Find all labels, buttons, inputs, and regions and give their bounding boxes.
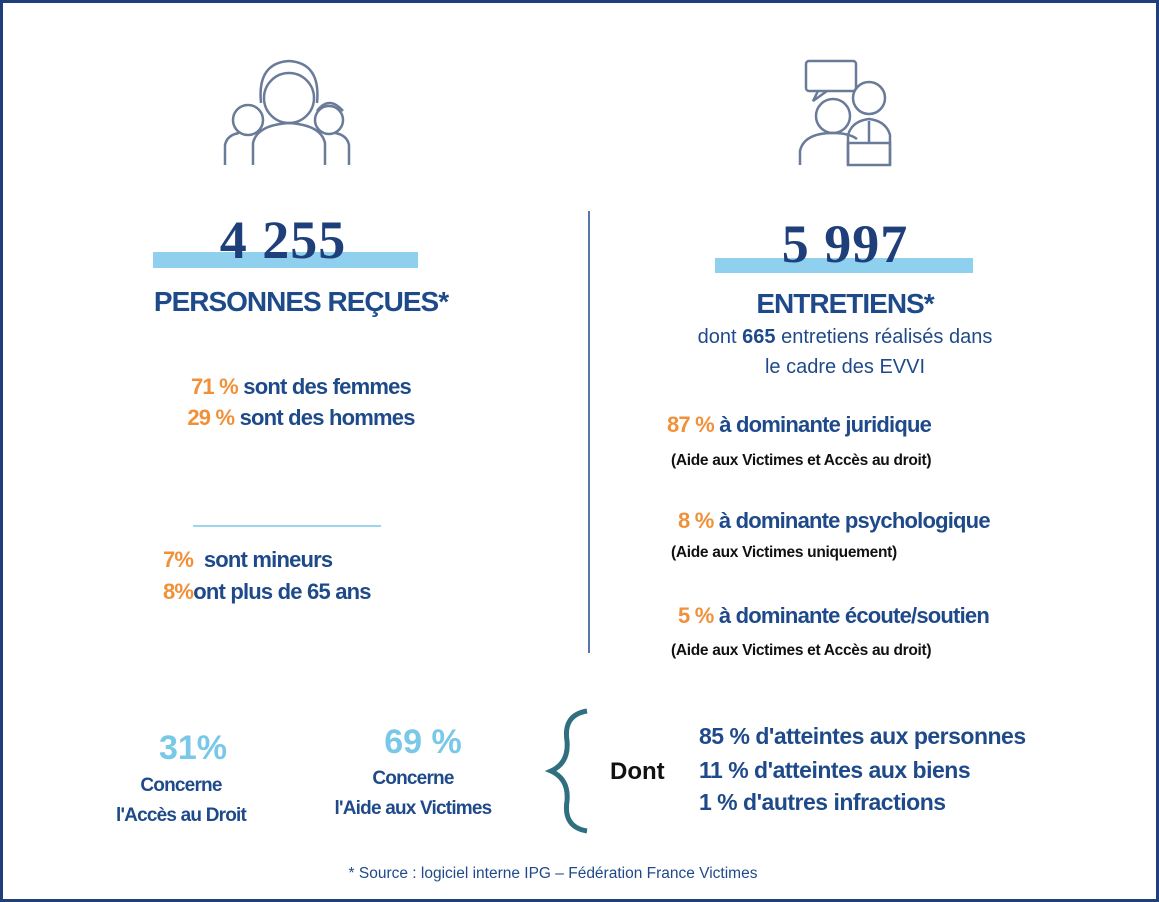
group-line: Concerne	[140, 775, 222, 796]
brace	[544, 708, 588, 834]
detail-line: dont 665 entretiens réalisés dans	[698, 326, 993, 349]
highlight-bar	[153, 252, 418, 268]
people-count: 4 255	[219, 210, 347, 270]
stat-line: 8%ont plus de 65 ans	[163, 579, 372, 605]
highlight-bar	[715, 258, 973, 273]
group-line: l'Accès au Droit	[115, 805, 247, 826]
group-pct: 69 %	[384, 723, 462, 761]
pct: 5 %	[678, 603, 714, 628]
text: entretiens réalisés dans	[781, 326, 993, 348]
item-note: (Aide aux Victimes et Accès au droit)	[671, 642, 932, 659]
item: 5 % à dominante écoute/soutien	[678, 603, 990, 629]
item-text: à dominante psychologique	[718, 508, 991, 533]
people-icon	[223, 59, 351, 165]
stat-text: ont plus de 65 ans	[193, 579, 371, 604]
stat-line: 29 % sont des hommes	[187, 405, 416, 431]
group-line: l'Aide aux Victimes	[334, 798, 493, 819]
interview-icon	[798, 59, 892, 167]
dont-label: Dont	[610, 758, 665, 785]
item-text: à dominante juridique	[719, 412, 932, 437]
group-line: Concerne	[372, 768, 454, 789]
pct: 8 %	[678, 508, 714, 533]
interview-count: 5 997	[781, 214, 909, 274]
stat-line: 71 % sont des femmes	[191, 374, 412, 400]
list-item: 1 % d'autres infractions	[699, 789, 946, 815]
interview-label: ENTRETIENS*	[756, 288, 934, 319]
item: 8 % à dominante psychologique	[678, 508, 991, 534]
stat-text: sont mineurs	[203, 547, 333, 572]
count: 665	[742, 326, 776, 348]
stat-text: sont des femmes	[243, 374, 412, 399]
item: 87 % à dominante juridique	[667, 412, 932, 438]
group-pct: 31%	[158, 729, 228, 767]
item-note: (Aide aux Victimes uniquement)	[671, 544, 897, 561]
detail-line: le cadre des EVVI	[764, 356, 926, 378]
pct: 87 %	[667, 412, 715, 437]
text: dont	[697, 326, 737, 348]
list-item: 11 % d'atteintes aux biens	[699, 757, 971, 783]
decorations	[193, 59, 892, 834]
item-text: à dominante écoute/soutien	[718, 603, 990, 628]
pct: 8%	[163, 579, 194, 604]
pct: 71 %	[191, 374, 239, 399]
footer: * Source : logiciel interne IPG – Fédéra…	[348, 865, 758, 882]
list-item: 85 % d'atteintes aux personnes	[699, 723, 1026, 749]
pct: 7%	[163, 547, 194, 572]
stat-line: 7% sont mineurs	[163, 547, 333, 573]
people-label: PERSONNES REÇUES*	[153, 286, 449, 317]
stat-text: sont des hommes	[239, 405, 416, 430]
pct: 29 %	[187, 405, 235, 430]
item-note: (Aide aux Victimes et Accès au droit)	[671, 452, 932, 469]
